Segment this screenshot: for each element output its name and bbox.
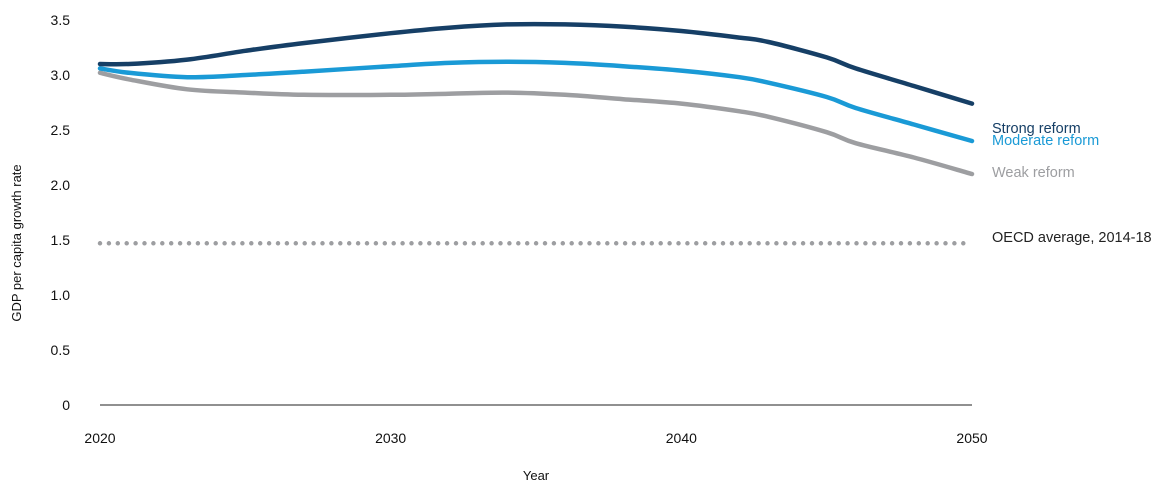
series-layer [97,21,975,246]
y-axis-ticks: 0 0.5 1.0 1.5 2.0 2.5 3.0 3.5 [51,12,71,413]
y-tick-label: 0 [62,397,70,413]
y-tick-label: 3.5 [51,12,71,28]
weak-reform-label: Weak reform [992,165,1075,181]
y-tick-label: 2.5 [51,122,71,138]
moderate-reform-line [97,59,975,144]
y-tick-label: 1.5 [51,232,71,248]
strong-reform-label: Strong reform [992,121,1081,137]
moderate-reform-label: Moderate reform [992,133,1099,149]
x-tick-label: 2040 [666,430,697,446]
x-tick-label: 2020 [84,430,115,446]
y-tick-label: 1.0 [51,287,71,303]
x-tick-label: 2050 [956,430,987,446]
y-tick-label: 2.0 [51,177,71,193]
oecd-average-2014-18-label: OECD average, 2014-18 [992,230,1152,246]
y-tick-label: 3.0 [51,67,71,83]
weak-reform-line [97,70,975,177]
strong-reform-line [97,21,975,106]
x-axis-ticks: 2020 2030 2040 2050 [84,430,987,446]
y-tick-label: 0.5 [51,342,71,358]
x-tick-label: 2030 [375,430,406,446]
y-axis-title: GDP per capita growth rate [9,164,24,321]
x-axis-title: Year [523,468,550,483]
